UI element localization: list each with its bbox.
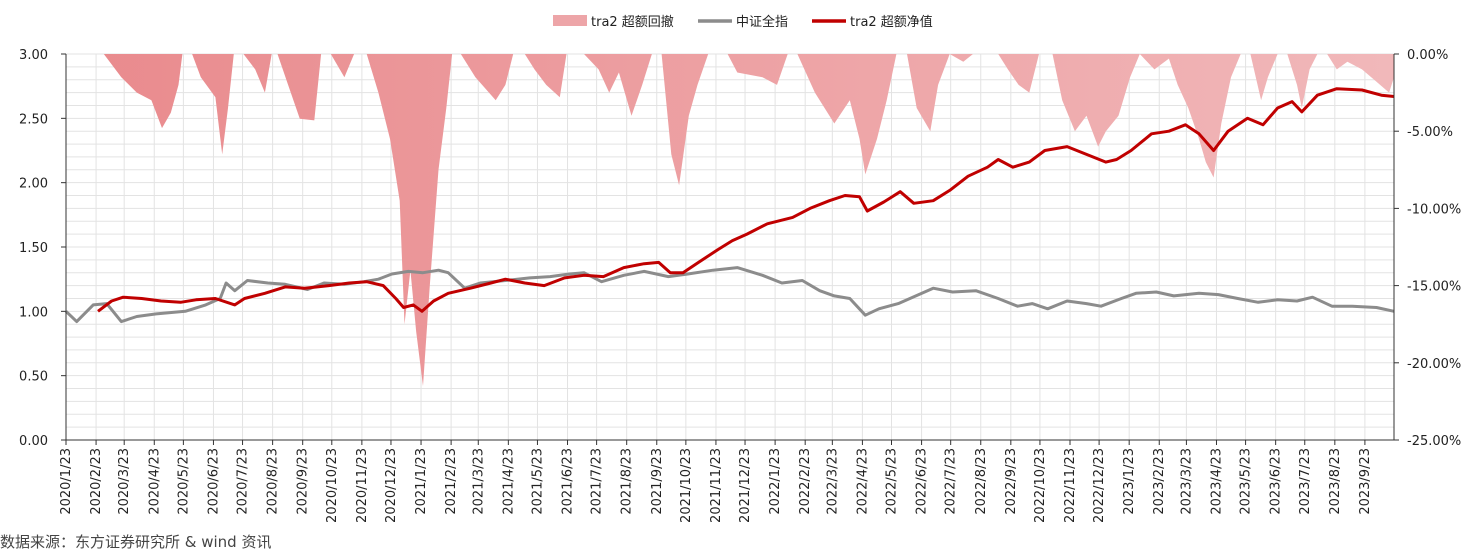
x-tick-label: 2021/12/23 (738, 448, 753, 523)
x-tick-label: 2022/1/23 (768, 448, 783, 515)
x-tick-label: 2022/9/23 (1004, 448, 1019, 515)
x-tick-label: 2022/7/23 (944, 448, 959, 515)
drawdown-area-group (66, 54, 1394, 386)
x-tick-label: 2023/2/23 (1152, 448, 1167, 515)
x-tick-label: 2020/8/23 (266, 448, 281, 515)
x-tick-label: 2023/8/23 (1328, 448, 1343, 515)
y-left-tick-label: 0.50 (19, 370, 48, 385)
x-tick-label: 2023/3/23 (1179, 448, 1194, 515)
x-tick-label: 2022/11/23 (1063, 448, 1078, 523)
x-tick-label: 2020/12/23 (384, 448, 399, 523)
x-tick-label: 2021/6/23 (561, 448, 576, 515)
x-tick-label: 2021/11/23 (709, 448, 724, 523)
x-tick-label: 2022/4/23 (855, 448, 870, 515)
drawdown-area (66, 54, 1394, 386)
x-tick-label: 2023/7/23 (1298, 448, 1313, 515)
x-tick-label: 2021/4/23 (501, 448, 516, 515)
x-tick-label: 2022/6/23 (915, 448, 930, 515)
lines-group (64, 87, 1395, 324)
legend-item: 中证全指 (698, 14, 788, 30)
x-tick-label: 2020/9/23 (296, 448, 311, 515)
x-tick-label: 2021/9/23 (650, 448, 665, 515)
y-left-tick-label: 0.00 (19, 434, 48, 449)
y-left-tick-label: 1.50 (19, 241, 48, 256)
source-note: 数据来源：东方证券研究所 & wind 资讯 (0, 533, 272, 551)
x-tick-label: 2022/12/23 (1092, 448, 1107, 523)
y-right-tick-label: 0.00% (1407, 48, 1448, 63)
y-left-tick-label: 1.00 (19, 305, 48, 320)
legend-item: tra2 超额净值 (812, 14, 933, 30)
x-tick-label: 2021/7/23 (590, 448, 605, 515)
x-tick-label: 2020/10/23 (325, 448, 340, 523)
y-left-tick-label: 2.00 (19, 177, 48, 192)
x-tick-label: 2022/10/23 (1033, 448, 1048, 523)
x-tick-label: 2022/2/23 (798, 448, 813, 515)
x-tick-label: 2021/10/23 (679, 448, 694, 523)
y-left-tick-label: 3.00 (19, 48, 48, 63)
excess-nav-line (97, 87, 1395, 313)
x-tick-label: 2021/3/23 (471, 448, 486, 515)
x-tick-label: 2023/6/23 (1269, 448, 1284, 515)
legend-label: 中证全指 (736, 14, 788, 30)
x-tick-label: 2020/5/23 (176, 448, 191, 515)
x-tick-label: 2020/4/23 (147, 448, 162, 515)
y-right-tick-label: -15.00% (1407, 280, 1461, 295)
x-tick-label: 2023/5/23 (1239, 448, 1254, 515)
x-tick-label: 2020/3/23 (117, 448, 132, 515)
legend-label: tra2 超额回撤 (591, 14, 674, 30)
x-tick-label: 2021/8/23 (620, 448, 635, 515)
x-tick-label: 2022/3/23 (825, 448, 840, 515)
legend-item: tra2 超额回撤 (553, 14, 674, 30)
y-right-tick-label: -25.00% (1407, 434, 1461, 449)
x-tick-label: 2020/2/23 (89, 448, 104, 515)
chart-axes: 2020/1/23 2020/2/23 2020/3/23 2020/4/23 2020… (19, 48, 1461, 523)
y-right-tick-label: -10.00% (1407, 202, 1461, 217)
x-tick-label: 2023/9/23 (1358, 448, 1373, 515)
y-right-tick-label: -5.00% (1407, 125, 1453, 140)
legend-label: tra2 超额净值 (850, 14, 933, 30)
x-tick-label: 2021/5/23 (530, 448, 545, 515)
x-tick-label: 2023/4/23 (1209, 448, 1224, 515)
x-tick-label: 2022/8/23 (974, 448, 989, 515)
x-tick-label: 2020/1/23 (59, 448, 74, 515)
x-tick-label: 2023/1/23 (1122, 448, 1137, 515)
x-tick-label: 2020/11/23 (355, 448, 370, 523)
x-tick-label: 2020/6/23 (206, 448, 221, 515)
index-line (64, 266, 1395, 324)
chart-grid (65, 53, 1394, 441)
x-tick-label: 2021/2/23 (444, 448, 459, 515)
legend-swatch-area (553, 15, 587, 26)
chart-legend: tra2 超额回撤 中证全指 tra2 超额净值 (553, 14, 933, 30)
x-tick-label: 2020/7/23 (236, 448, 251, 515)
x-tick-label: 2022/5/23 (885, 448, 900, 515)
y-left-tick-label: 2.50 (19, 112, 48, 127)
y-right-tick-label: -20.00% (1407, 357, 1461, 372)
x-tick-label: 2021/1/23 (414, 448, 429, 515)
